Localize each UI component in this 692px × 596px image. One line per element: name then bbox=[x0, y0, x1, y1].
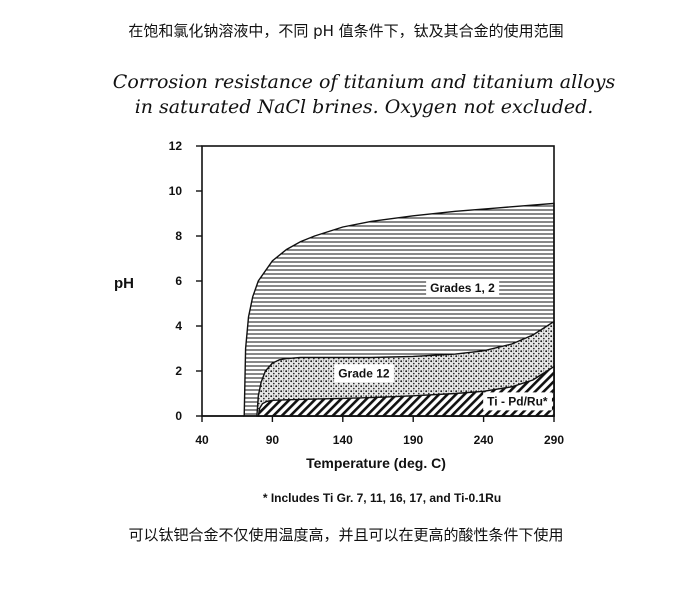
x-tick-label: 140 bbox=[333, 433, 353, 447]
y-tick-label: 4 bbox=[175, 319, 182, 333]
chart-title-line-2: in saturated NaCl brines. Oxygen not exc… bbox=[135, 96, 594, 118]
x-tick-label: 90 bbox=[266, 433, 280, 447]
chart-title-line-1: Corrosion resistance of titanium and tit… bbox=[113, 71, 616, 93]
y-tick-label: 10 bbox=[169, 184, 183, 198]
caption-top: 在饱和氯化钠溶液中，不同 pH 值条件下，钛及其合金的使用范围 bbox=[128, 22, 564, 40]
chart-footnote: * Includes Ti Gr. 7, 11, 16, 17, and Ti-… bbox=[263, 491, 501, 505]
region-labels: Grades 1, 2 Grade 12 Ti - Pd/Ru* bbox=[334, 278, 552, 411]
x-tick-label: 240 bbox=[474, 433, 494, 447]
y-axis-label: pH bbox=[114, 275, 134, 292]
y-axis-ticks: 0 2 4 6 8 10 12 bbox=[169, 139, 202, 423]
y-tick-label: 6 bbox=[175, 274, 182, 288]
x-tick-label: 40 bbox=[195, 433, 209, 447]
y-tick-label: 0 bbox=[175, 409, 182, 423]
x-axis-ticks: 40 90 140 190 240 290 bbox=[195, 416, 564, 447]
region-ti-pd-ru- bbox=[257, 365, 555, 417]
x-tick-label: 190 bbox=[403, 433, 423, 447]
plot-areas bbox=[202, 202, 555, 417]
region-label-0: Grades 1, 2 bbox=[430, 281, 495, 295]
region-label-bg-0 bbox=[426, 278, 500, 297]
y-tick-label: 2 bbox=[175, 364, 182, 378]
caption-bottom: 可以钛钯合金不仅使用温度高，并且可以在更高的酸性条件下使用 bbox=[128, 526, 564, 544]
x-tick-label: 290 bbox=[544, 433, 564, 447]
region-label-bg-1 bbox=[334, 364, 394, 383]
x-axis-label: Temperature (deg. C) bbox=[306, 455, 446, 471]
region-label-1: Grade 12 bbox=[338, 366, 390, 380]
region-label-bg-2 bbox=[483, 392, 552, 411]
y-tick-label: 8 bbox=[175, 229, 182, 243]
region-label-2: Ti - Pd/Ru* bbox=[487, 394, 548, 408]
y-tick-label: 12 bbox=[169, 139, 183, 153]
